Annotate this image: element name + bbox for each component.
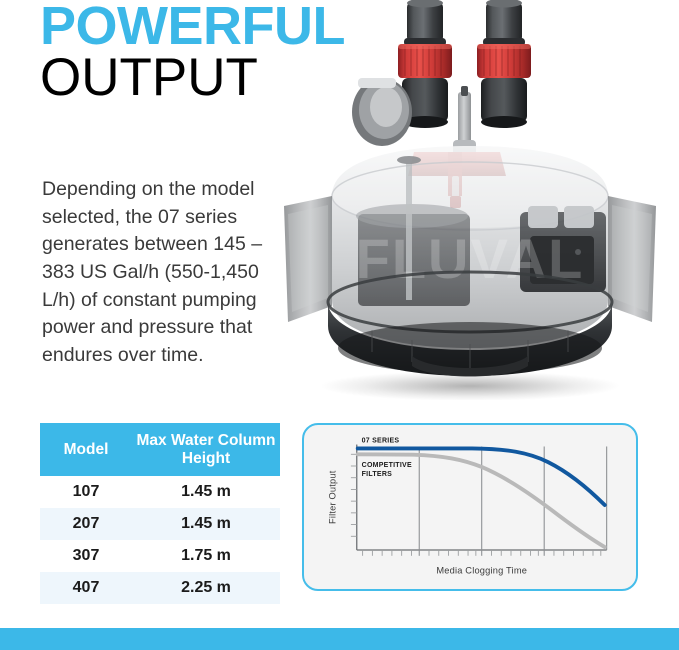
outlet-valve-assembly bbox=[477, 0, 531, 128]
series-label-competitive-filters-line1: COMPETITIVE bbox=[362, 462, 412, 469]
inlet-valve-assembly bbox=[398, 0, 452, 128]
table-row: 107 1.45 m bbox=[40, 476, 280, 508]
cell-model: 307 bbox=[40, 540, 132, 572]
column-header-max-water-column-height: Max Water Column Height bbox=[132, 423, 280, 476]
product-shadow bbox=[320, 371, 620, 400]
series-label-competitive-filters-line2: FILTERS bbox=[362, 471, 392, 478]
series-label-07-series: 07 SERIES bbox=[362, 438, 400, 445]
brand-watermark: FLUVAL bbox=[356, 227, 585, 290]
body-copy-text: Depending on the model selected, the 07 … bbox=[42, 178, 263, 367]
column-header-model: Model bbox=[40, 423, 132, 476]
table-row: 207 1.45 m bbox=[40, 508, 280, 540]
chart-gridlines-x bbox=[418, 446, 608, 556]
body-copy: Depending on the model selected, the 07 … bbox=[42, 176, 292, 370]
chart-x-axis-label: Media Clogging Time bbox=[436, 565, 527, 575]
page-title: POWERFUL OUTPUT bbox=[40, 0, 345, 107]
table-row: 307 1.75 m bbox=[40, 540, 280, 572]
series-line-07-series bbox=[355, 446, 607, 507]
spec-table: Model Max Water Column Height 107 1.45 m… bbox=[40, 423, 280, 604]
series-line-competitive-filters bbox=[355, 452, 607, 549]
cell-height: 1.45 m bbox=[132, 476, 280, 508]
cell-model: 207 bbox=[40, 508, 132, 540]
priming-pump-knob bbox=[352, 78, 412, 146]
media-basket bbox=[356, 156, 470, 306]
canister-housing: FLUVAL bbox=[284, 146, 656, 377]
performance-chart-panel: 07 SERIES COMPETITIVE FILTERS Filter Out… bbox=[302, 423, 638, 591]
chart-ticks-x bbox=[362, 549, 602, 556]
page-title-line-1: POWERFUL bbox=[40, 0, 345, 56]
chart-y-axis-label: Filter Output bbox=[327, 470, 337, 524]
cell-model: 407 bbox=[40, 572, 132, 604]
table-header-row: Model Max Water Column Height bbox=[40, 423, 280, 476]
page-title-line-2: OUTPUT bbox=[40, 47, 258, 107]
cell-height: 2.25 m bbox=[132, 572, 280, 604]
cell-height: 1.75 m bbox=[132, 540, 280, 572]
chart-ticks-y bbox=[350, 453, 357, 537]
cell-height: 1.45 m bbox=[132, 508, 280, 540]
footer-accent-bar bbox=[0, 628, 679, 650]
product-image: FLUVAL bbox=[262, 0, 679, 400]
motor-assembly bbox=[520, 206, 606, 292]
table-row: 407 2.25 m bbox=[40, 572, 280, 604]
cell-model: 107 bbox=[40, 476, 132, 508]
